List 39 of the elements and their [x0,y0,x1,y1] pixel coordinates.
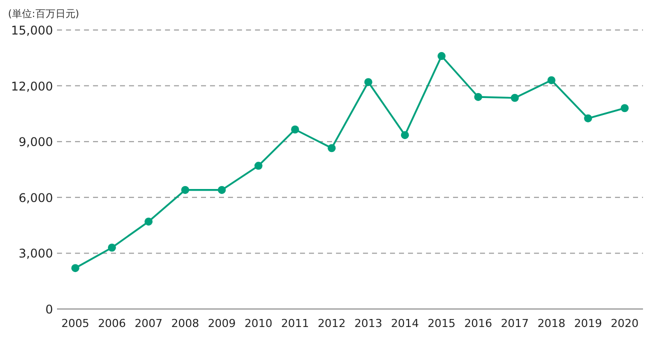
point [218,186,226,194]
y-tick-label: 3,000 [18,246,53,261]
x-tick-label: 2014 [390,317,419,330]
x-tick-label: 2006 [98,317,126,330]
point [108,244,116,252]
x-tick-label: 2012 [318,317,346,330]
point [291,126,300,134]
point [328,144,336,152]
x-tick-label: 2019 [574,317,602,330]
x-tick-label: 2005 [61,317,90,330]
point [364,78,372,86]
point [181,186,190,194]
x-tick-label: 2008 [171,317,200,330]
x-tick-label: 2009 [208,317,236,330]
x-tick-label: 2015 [428,317,456,330]
x-tick-label: 2020 [610,317,639,330]
y-tick-label: 0 [45,302,53,316]
x-tick-label: 2016 [464,317,492,330]
point [438,52,446,60]
point [400,131,409,140]
y-tick-label: 15,000 [11,24,53,38]
point [547,76,556,84]
x-tick-label: 2011 [281,317,310,330]
x-tick-label: 2013 [354,317,382,330]
y-tick-label: 9,000 [18,135,53,150]
point [474,92,482,101]
y-axis-title: (単位:百万日元) [8,8,80,20]
x-tick-label: 2010 [244,317,272,330]
x-tick-label: 2017 [500,317,529,330]
point [510,94,519,102]
point [144,218,153,226]
x-tick-label: 2018 [537,317,566,330]
y-tick-label: 6,000 [18,190,53,205]
point [71,264,80,272]
x-tick-label: 2007 [134,317,163,330]
point [254,162,262,170]
point [620,104,629,112]
point [584,114,592,122]
y-tick-label: 12,000 [11,79,53,94]
